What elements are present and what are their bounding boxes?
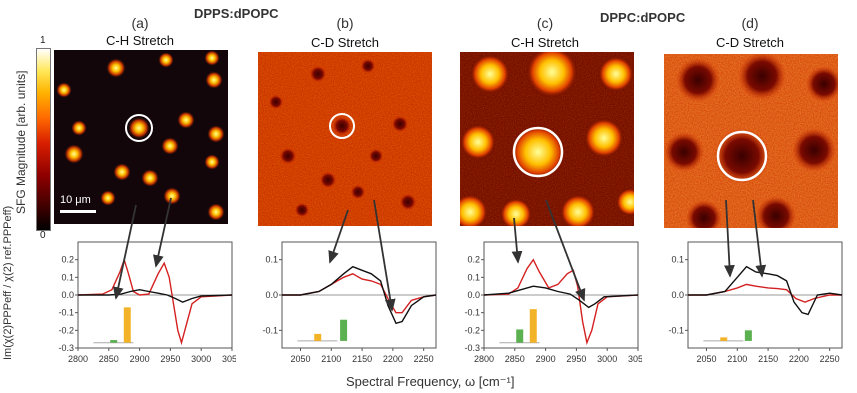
y-tick-label: -0.1 — [668, 325, 684, 335]
panel-title-b: C-D Stretch — [311, 35, 379, 50]
x-tick-label: 2100 — [727, 354, 747, 364]
stick-bar — [744, 330, 752, 341]
sfg-image-d — [664, 54, 838, 228]
x-tick-label: 2150 — [758, 354, 778, 364]
series-line — [78, 288, 233, 303]
series-line — [483, 258, 639, 346]
y-tick-label: -0.1 — [464, 308, 480, 318]
x-tick-label: 2200 — [789, 354, 809, 364]
colorbar — [36, 48, 51, 231]
sfg-image-a: 10 μm — [54, 50, 228, 224]
y-tick-label: 0.0 — [671, 290, 684, 300]
panel-letter-d: (d) — [741, 15, 759, 31]
x-tick-label: 2250 — [820, 354, 840, 364]
scale-bar-label: 10 μm — [60, 194, 91, 206]
panel-letter-a: (a) — [131, 15, 149, 31]
x-tick-label: 2950 — [160, 354, 180, 364]
x-tick-label: 2900 — [130, 354, 150, 364]
spectra-y-label: Im(χ(2)PPPeff / χ(2) ref.PPPeff) — [2, 205, 14, 360]
y-tick-label: 0.0 — [467, 290, 480, 300]
y-tick-label: 0.2 — [61, 255, 74, 265]
x-tick-label: 2900 — [536, 354, 556, 364]
series-line — [282, 265, 437, 325]
spectra-x-label: Spectral Frequency, ω [cm⁻¹] — [346, 374, 515, 389]
stick-bar — [340, 319, 348, 341]
panel-title-d: C-D Stretch — [716, 35, 784, 50]
colorbar-min: 0 — [40, 230, 46, 241]
series-line — [688, 265, 843, 316]
x-tick-label: 2050 — [290, 354, 310, 364]
colorbar-label: SFG Magnitude [arb. units] — [14, 70, 28, 214]
x-tick-label: 3000 — [597, 354, 617, 364]
spectrum-chart-b: 2050 2100 2150 2200 2250 0.1 0.0 -0.1 — [262, 241, 437, 364]
x-tick-label: 2850 — [505, 354, 525, 364]
stick-bar — [720, 337, 728, 341]
y-tick-label: 0.1 — [61, 272, 74, 282]
stick-bar — [529, 309, 537, 343]
group-label-dpps: DPPS:dPOPC — [194, 6, 279, 21]
y-tick-label: -0.1 — [262, 325, 278, 335]
y-tick-label: -0.2 — [464, 325, 480, 335]
x-tick-label: 2800 — [474, 354, 494, 364]
y-tick-label: 0.1 — [467, 272, 480, 282]
y-tick-label: 0.0 — [265, 290, 278, 300]
x-tick-label: 3000 — [191, 354, 211, 364]
sfg-image-b — [258, 52, 432, 226]
y-tick-label: 0.1 — [671, 255, 684, 265]
stick-bar — [123, 307, 131, 343]
series-line — [483, 285, 639, 309]
x-tick-label: 2200 — [383, 354, 403, 364]
y-tick-label: -0.3 — [464, 343, 480, 353]
panel-title-c: C-H Stretch — [511, 35, 579, 50]
series-line — [282, 273, 437, 314]
x-tick-label: 2150 — [352, 354, 372, 364]
panel-letter-c: (c) — [536, 15, 554, 31]
x-tick-label: 2250 — [414, 354, 434, 364]
series-line — [77, 257, 233, 346]
y-tick-label: 0.2 — [467, 255, 480, 265]
y-tick-label: -0.2 — [58, 325, 74, 335]
panel-letter-b: (b) — [336, 15, 354, 31]
y-tick-label: -0.1 — [58, 308, 74, 318]
panel-title-a: C-H Stretch — [106, 33, 174, 48]
stick-bar — [516, 329, 524, 343]
x-tick-label: 2850 — [99, 354, 119, 364]
group-label-dppc: DPPC:dPOPC — [600, 10, 686, 25]
x-tick-label: 2950 — [566, 354, 586, 364]
spectrum-chart-d: 2050 2100 2150 2200 2250 0.1 0.0 -0.1 — [668, 241, 843, 364]
y-tick-label: -0.3 — [58, 343, 74, 353]
stick-bar — [110, 340, 118, 343]
series-line — [688, 283, 842, 303]
x-tick-label: 2050 — [696, 354, 716, 364]
y-tick-label: 0.0 — [61, 290, 74, 300]
x-tick-label: 2100 — [321, 354, 341, 364]
stick-bar — [314, 333, 322, 341]
colorbar-max: 1 — [40, 35, 46, 46]
x-tick-label: 2800 — [68, 354, 88, 364]
sfg-image-c — [460, 52, 634, 226]
y-tick-label: 0.1 — [265, 255, 278, 265]
